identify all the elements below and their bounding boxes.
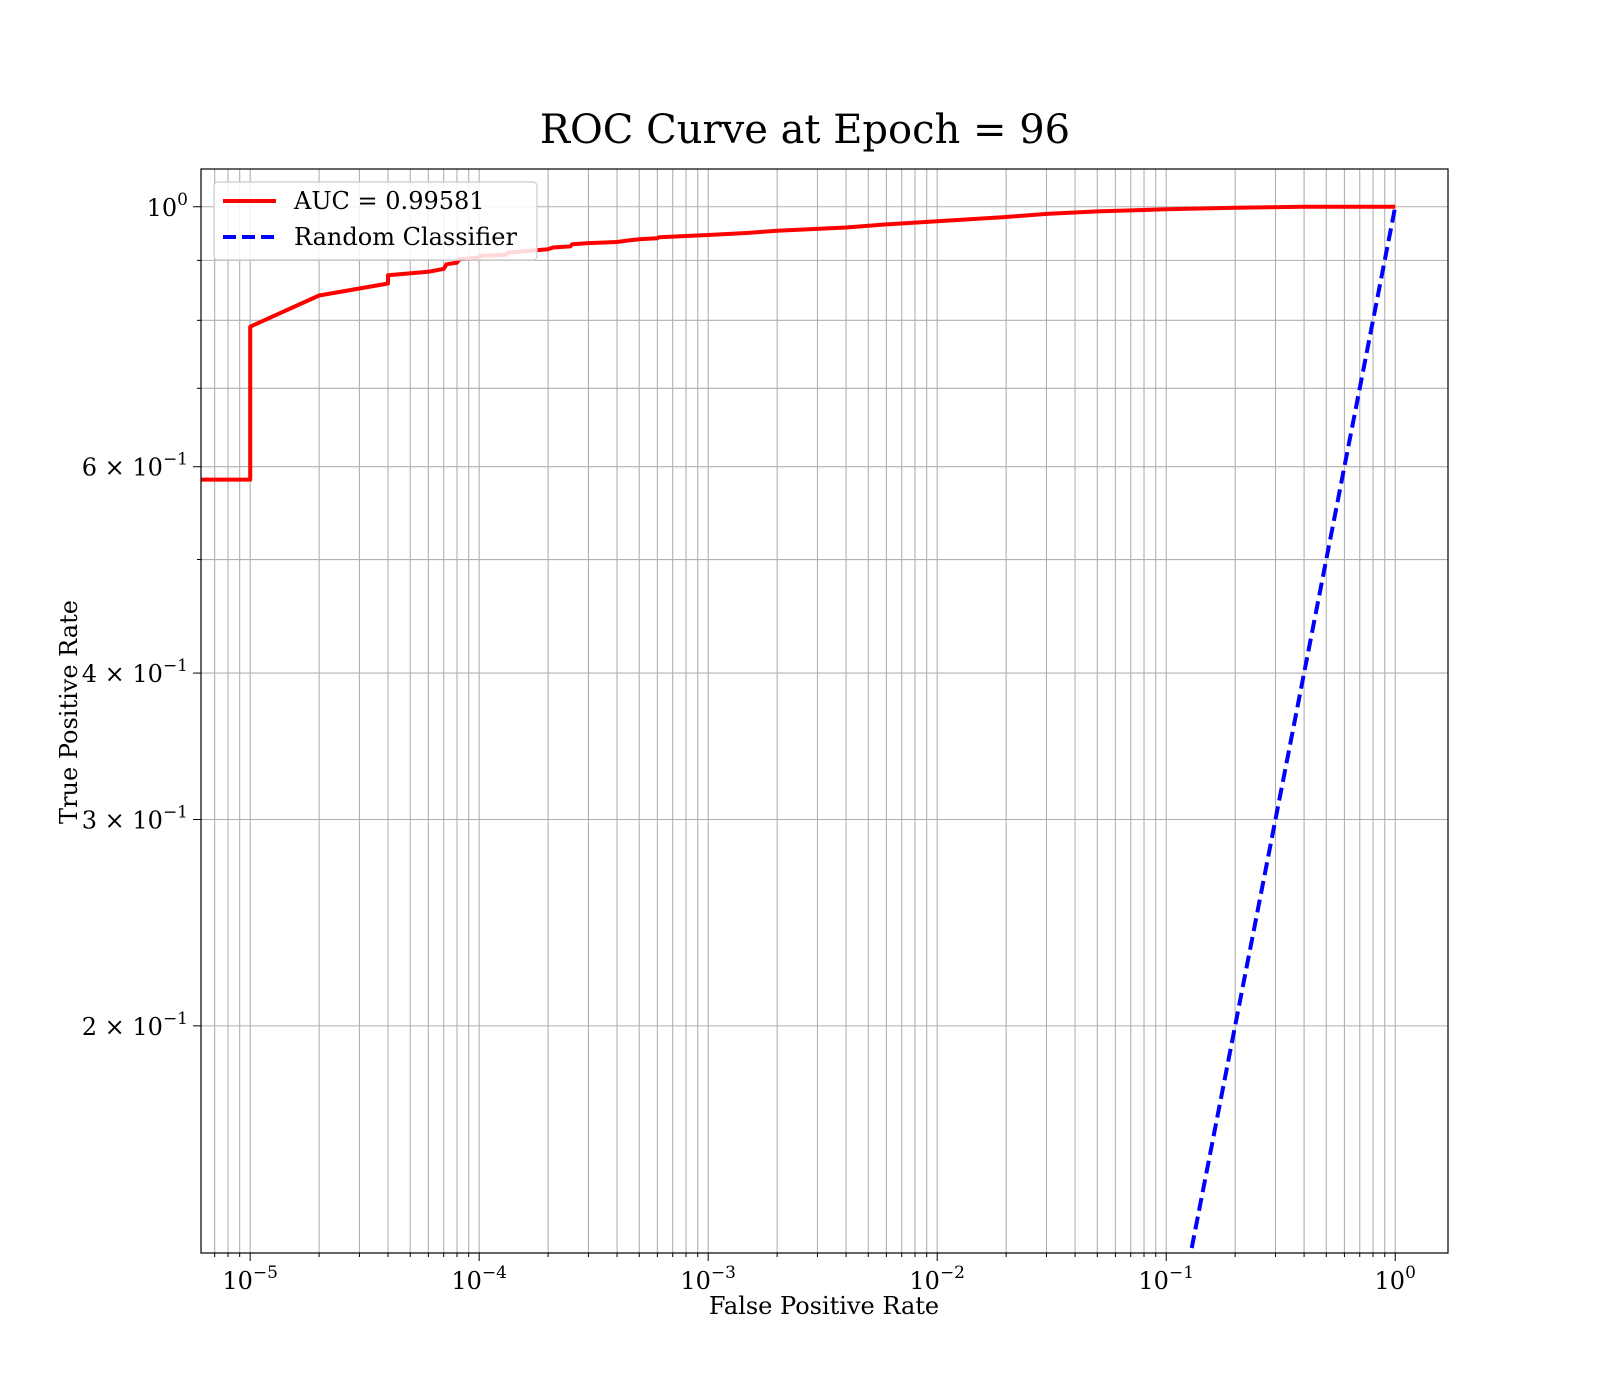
- series-layer: [201, 204, 1398, 1253]
- x-axis: 10−5 10−4 10−3 10−2 10−1 100: [214, 1253, 1416, 1295]
- x-tick-label: 10−3: [680, 1263, 736, 1295]
- random-classifier-line: [1188, 206, 1398, 1253]
- x-axis-label: False Positive Rate: [709, 1292, 939, 1320]
- legend-label-random: Random Classifier: [294, 223, 517, 251]
- y-tick-label: 100: [147, 190, 188, 222]
- y-tick-label: 4 × 10−1: [82, 656, 188, 688]
- x-grid: [214, 169, 1396, 1253]
- chart-title: ROC Curve at Epoch = 96: [540, 107, 1070, 153]
- y-axis-label: True Positive Rate: [55, 600, 83, 824]
- legend: AUC = 0.99581 Random Classifier: [213, 181, 538, 261]
- y-axis: 100 6 × 10−1 4 × 10−1 3 × 10−1 2 × 10−1: [82, 190, 201, 1041]
- y-grid: [201, 206, 1448, 1027]
- y-tick-label: 2 × 10−1: [82, 1009, 188, 1041]
- x-tick-label: 10−2: [909, 1263, 965, 1295]
- x-tick-label: 10−4: [451, 1263, 507, 1295]
- legend-box: [213, 181, 538, 261]
- roc-curve-line: [201, 204, 1396, 482]
- x-tick-label: 10−1: [1138, 1263, 1194, 1295]
- x-tick-label: 10−5: [222, 1263, 278, 1295]
- legend-label-auc: AUC = 0.99581: [293, 187, 485, 215]
- y-tick-label: 3 × 10−1: [82, 803, 188, 835]
- plot-frame: [200, 168, 1449, 1254]
- y-tick-label: 6 × 10−1: [82, 450, 188, 482]
- x-tick-label: 100: [1375, 1263, 1416, 1295]
